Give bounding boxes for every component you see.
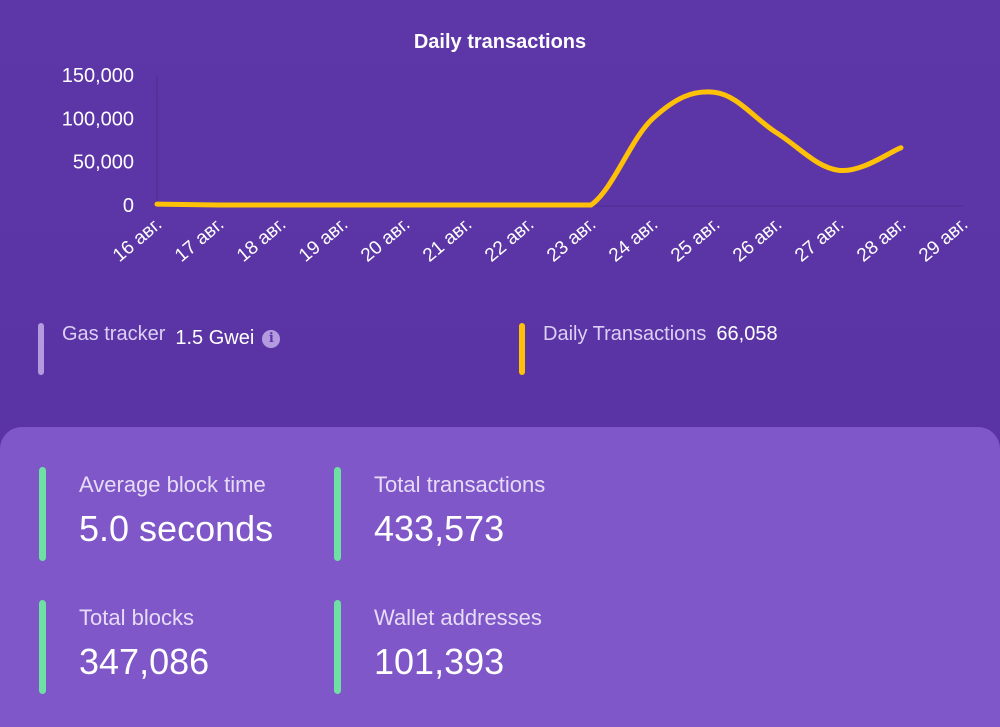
daily-transactions-stat: Daily Transactions 66,058 bbox=[519, 323, 778, 375]
stat-bar bbox=[334, 600, 341, 694]
x-tick-label: 22 авг. bbox=[481, 214, 538, 267]
x-tick-label: 26 авг. bbox=[729, 214, 786, 267]
x-tick-label: 20 авг. bbox=[357, 214, 414, 267]
daily-value: 66,058 bbox=[716, 323, 778, 345]
stat-value: 347,086 bbox=[79, 641, 210, 682]
x-tick-label: 19 авг. bbox=[295, 214, 352, 267]
stat-wallet-addresses: Wallet addresses 101,393 bbox=[334, 600, 542, 694]
stat-label: Average block time bbox=[79, 472, 266, 497]
y-tick-label: 150,000 bbox=[62, 65, 134, 87]
daily-transactions-chart: Daily transactions 0 50,000 100,000 150,000… bbox=[62, 31, 973, 267]
stat-value: 5.0 seconds bbox=[79, 508, 274, 549]
stat-bar bbox=[39, 467, 46, 561]
stat-label: Total transactions bbox=[374, 472, 546, 497]
gas-bar bbox=[38, 323, 44, 375]
x-tick-label: 28 авг. bbox=[853, 214, 910, 267]
info-icon[interactable]: i bbox=[262, 329, 281, 348]
stat-value: 433,573 bbox=[374, 508, 505, 549]
x-tick-label: 27 авг. bbox=[791, 214, 848, 267]
gas-tracker: Gas tracker 1.5 Gwei i bbox=[38, 323, 281, 375]
x-tick-label: 17 авг. bbox=[171, 214, 228, 267]
chart-title: Daily transactions bbox=[414, 31, 586, 53]
x-tick-label: 24 авг. bbox=[605, 214, 662, 267]
x-tick-label: 16 авг. bbox=[109, 214, 166, 267]
x-tick-label: 23 авг. bbox=[543, 214, 600, 267]
stat-bar bbox=[334, 467, 341, 561]
daily-label: Daily Transactions bbox=[543, 323, 707, 345]
x-tick-label: 29 авг. bbox=[915, 214, 972, 267]
y-tick-label: 100,000 bbox=[62, 108, 134, 130]
stat-bar bbox=[39, 600, 46, 694]
stat-total-transactions: Total transactions 433,573 bbox=[334, 467, 545, 561]
stat-value: 101,393 bbox=[374, 641, 505, 682]
stat-label: Total blocks bbox=[79, 605, 194, 630]
gas-value: 1.5 Gwei bbox=[175, 327, 255, 349]
y-tick-label: 50,000 bbox=[73, 152, 134, 174]
x-tick-label: 18 авг. bbox=[233, 214, 290, 267]
stat-average-block-time: Average block time 5.0 seconds bbox=[39, 467, 273, 561]
stat-label: Wallet addresses bbox=[374, 605, 542, 630]
gas-label: Gas tracker bbox=[62, 323, 166, 345]
x-tick-label: 25 авг. bbox=[667, 214, 724, 267]
stats-panel: Average block time 5.0 seconds Total tran… bbox=[0, 427, 1000, 727]
stat-total-blocks: Total blocks 347,086 bbox=[39, 600, 209, 694]
series-line bbox=[154, 89, 904, 208]
daily-bar bbox=[519, 323, 525, 375]
x-tick-label: 21 авг. bbox=[419, 214, 476, 267]
y-tick-label: 0 bbox=[123, 195, 134, 217]
